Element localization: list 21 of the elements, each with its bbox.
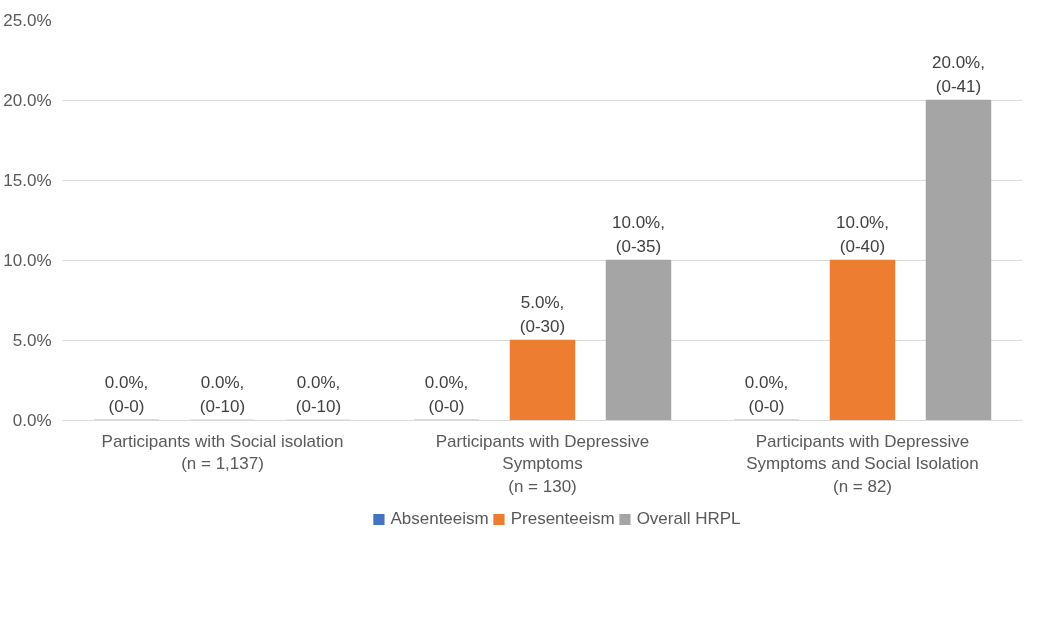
y-tick-label: 25.0%	[3, 11, 52, 30]
data-label: 10.0%, (0-35)	[612, 212, 665, 257]
y-tick-label: 20.0%	[3, 91, 52, 110]
data-label: 0.0%, (0-0)	[744, 372, 789, 417]
y-tick-label: 5.0%	[12, 331, 52, 350]
data-label: 10.0%, (0-40)	[836, 212, 889, 257]
y-tick-label: 10.0%	[3, 251, 52, 270]
data-label: 0.0%, (0-10)	[295, 372, 342, 417]
data-label: 20.0%, (0-41)	[932, 52, 985, 97]
x-tick-label: Participants with Depressive Symptoms (n = 130)	[435, 431, 650, 497]
x-tick-label: Participants with Depressive Symptoms and Social Isolation (n = 82)	[746, 431, 979, 497]
data-label: 5.0%, (0-30)	[519, 292, 566, 337]
legend-label: Presenteeism	[510, 509, 615, 529]
legend-label: Absenteeism	[390, 509, 489, 529]
data-label: 0.0%, (0-0)	[104, 372, 149, 417]
x-tick-label: Participants with Social isolation (n = 1,137)	[101, 431, 344, 474]
y-tick-label: 0.0%	[12, 411, 52, 430]
y-tick-label: 15.0%	[3, 171, 52, 190]
data-label: 0.0%, (0-10)	[199, 372, 246, 417]
data-label: 0.0%, (0-0)	[424, 372, 469, 417]
legend-label: Overall HRPL	[636, 509, 741, 529]
